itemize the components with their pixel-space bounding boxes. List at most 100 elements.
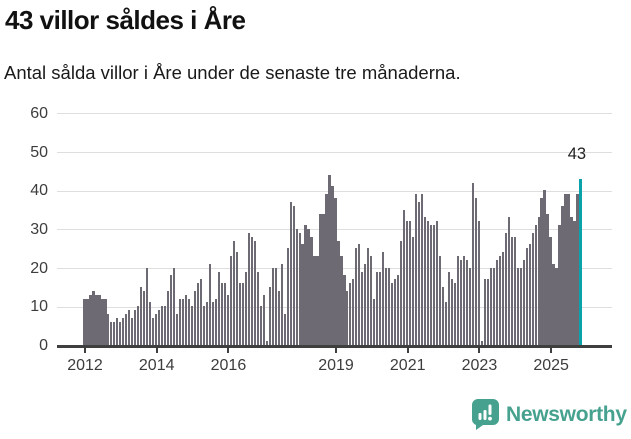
bar [415,194,418,345]
bar [196,283,200,345]
bar [170,275,173,345]
bar [570,217,573,345]
bar [495,259,498,345]
bar [140,286,143,345]
bar [409,221,412,345]
newsworthy-logo: Newsworthy [472,399,627,430]
bar [486,279,489,345]
bar [89,294,92,345]
bar [259,306,262,345]
bar [334,198,337,345]
bar [370,256,373,345]
bar [352,279,355,345]
bar [164,306,167,345]
x-axis-tick-2021 [406,347,409,353]
bar [549,236,552,345]
bar [190,306,194,345]
x-axis-tick-2019 [334,347,337,353]
bar [516,267,519,345]
bar [104,298,107,345]
x-axis-tick-2023 [478,347,481,353]
bar [319,213,322,345]
bar [450,279,454,345]
y-axis-label-40: 40 [30,182,48,200]
bar [561,205,564,345]
x-axis-tick-2025 [550,347,553,353]
bar [274,267,277,345]
bar [283,314,286,345]
bar [355,248,358,345]
bar [468,267,471,345]
x-axis-tick-2012 [84,347,86,353]
bar [262,294,265,345]
bar [555,267,558,345]
bar [489,267,492,345]
bar [247,232,250,345]
bar [316,256,319,345]
bar [510,236,513,345]
bar [552,263,555,345]
newsworthy-logo-text: Newsworthy [506,402,627,426]
bar [331,186,334,345]
bar [456,256,460,345]
bar [412,236,415,345]
bar [361,271,364,345]
bar [459,259,462,345]
bar [465,259,468,345]
x-axis-label-2014: 2014 [138,357,175,374]
bar [253,240,256,345]
bar [265,341,268,345]
bar [453,283,457,345]
bar [158,310,161,345]
bar [364,263,367,345]
bar [250,236,253,345]
bar [143,290,146,345]
y-axis-label-50: 50 [30,143,48,161]
bar [400,240,403,345]
gridline-40 [57,190,612,192]
bar [537,217,540,345]
x-axis-label-2016: 2016 [210,357,247,374]
highlighted-bar [579,178,582,345]
y-axis-label-0: 0 [39,337,48,354]
bar [322,213,325,345]
bar [235,252,238,345]
bar [382,252,385,345]
bar [406,221,409,345]
bar [137,306,140,345]
bar [149,302,152,345]
page-title: 43 villor såldes i Åre [5,5,246,35]
bar [343,275,346,345]
bar [573,221,576,345]
bar [435,221,439,345]
bar [349,283,352,345]
x-axis-tick-2014 [155,347,158,353]
bar [199,279,203,345]
bar [128,310,131,345]
bar [223,283,226,345]
bar [277,290,280,345]
bar [295,228,298,345]
bar [134,310,137,345]
bar [513,236,516,345]
x-axis-tick-2016 [227,347,230,353]
bar [540,198,543,345]
bar-chart-bubble-icon [472,399,499,430]
bar [444,302,448,345]
bar [86,298,89,345]
latest-value-label: 43 [567,145,587,163]
bar [394,279,397,345]
bar [256,271,259,345]
x-axis-label-2019: 2019 [318,357,354,374]
bar [313,256,316,345]
bar [304,225,307,345]
bar [307,228,310,345]
bar [567,194,570,345]
bar [373,298,376,345]
bar [167,290,170,345]
bar [244,271,247,345]
bar [125,314,128,345]
bar [107,314,110,345]
bar [193,290,197,345]
